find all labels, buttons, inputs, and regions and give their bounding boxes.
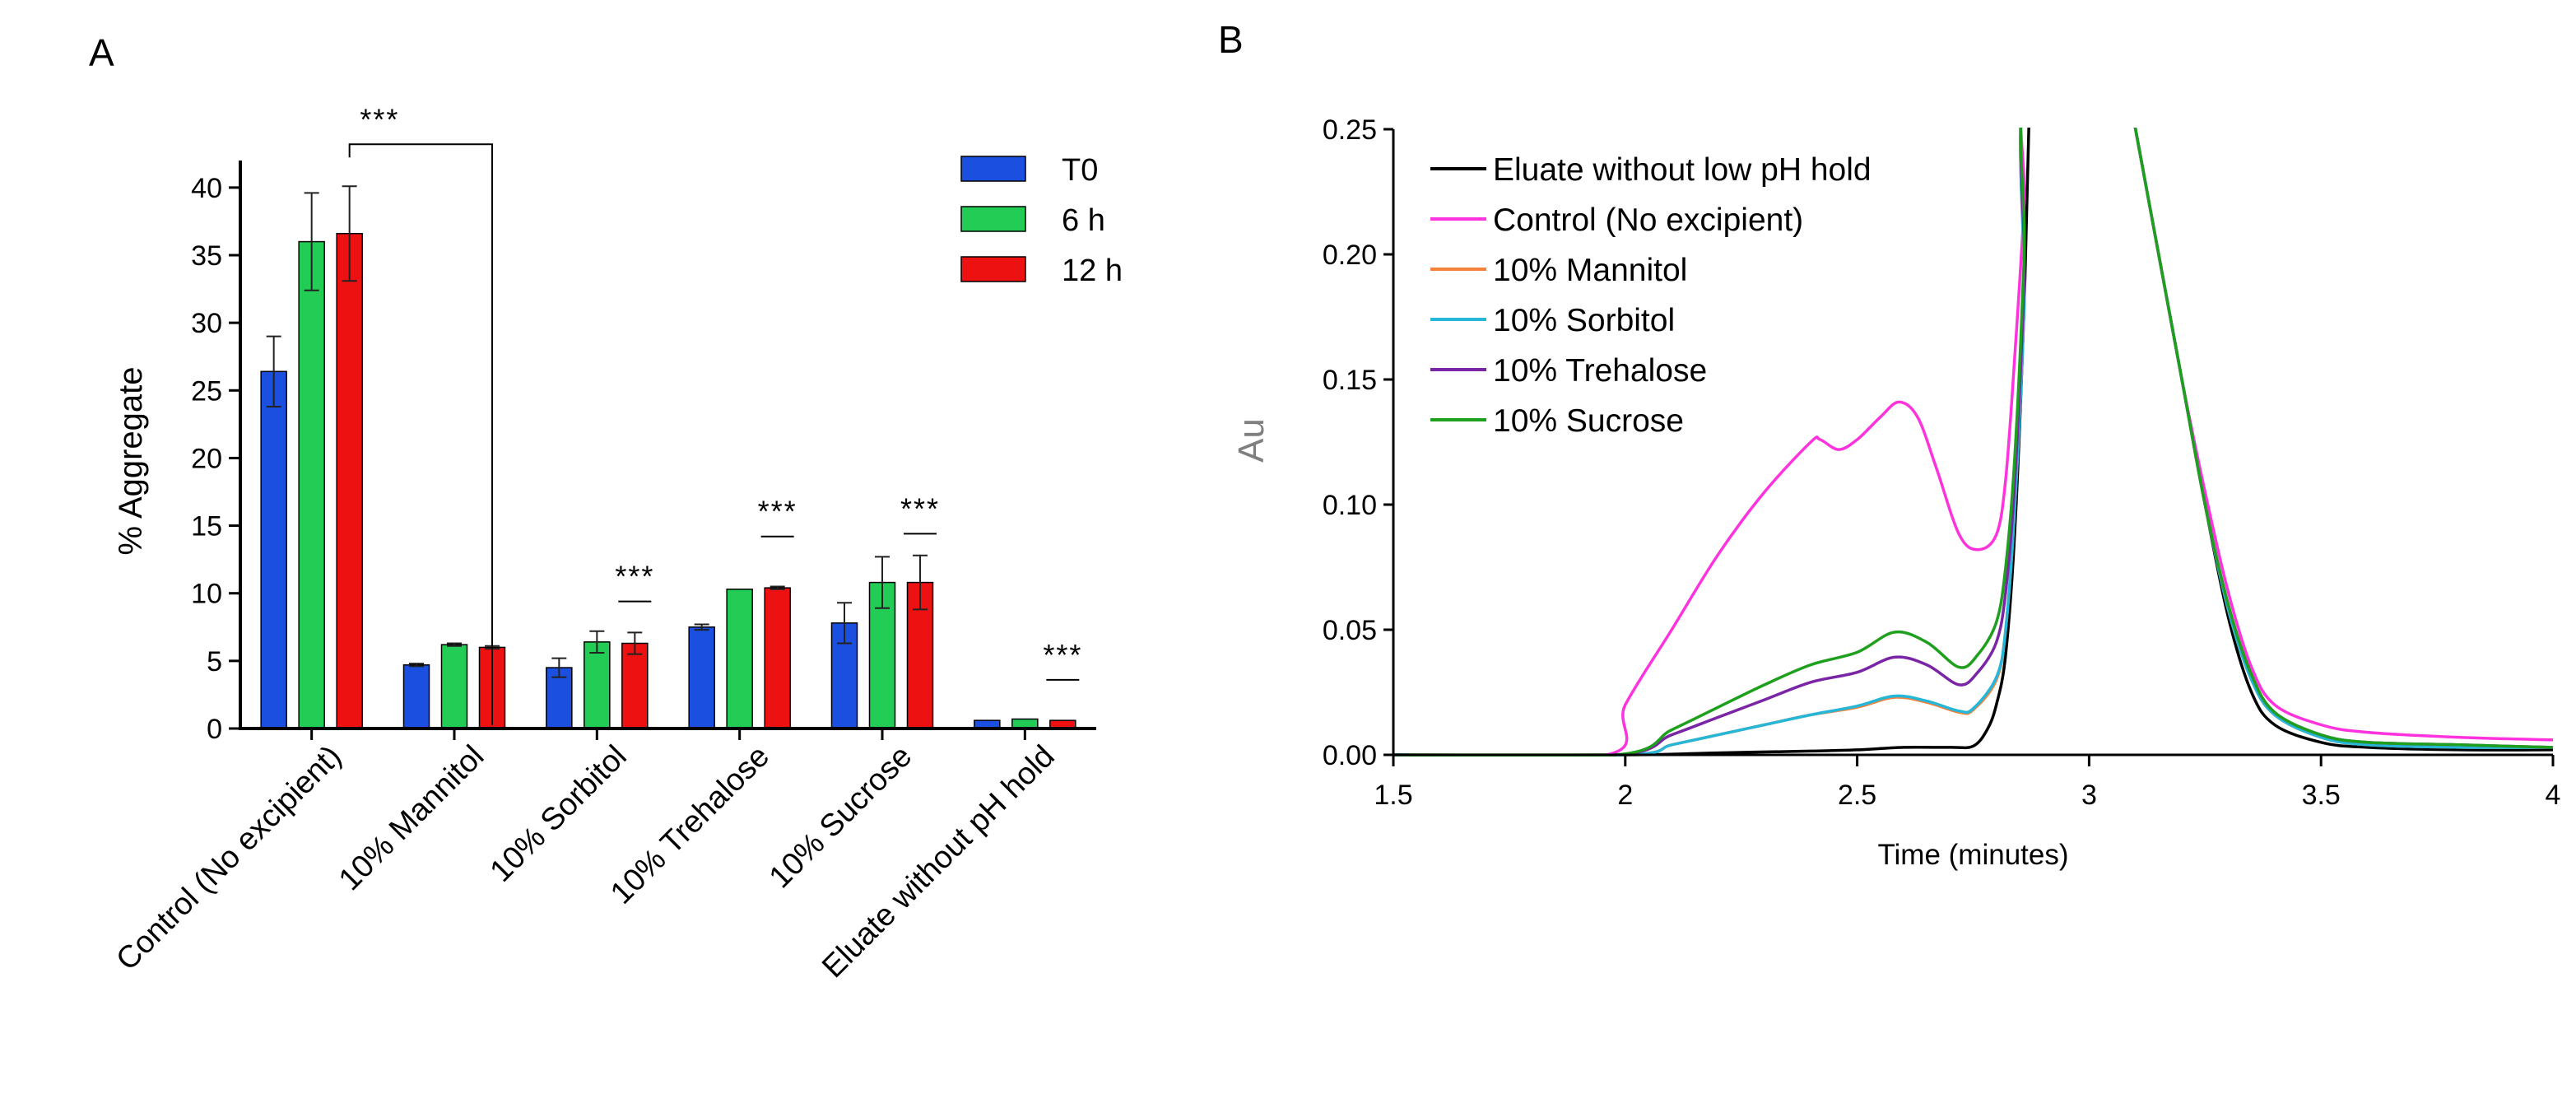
legend-swatch [960,256,1026,282]
panel-a-label: A [89,31,114,74]
y-tick-label: 40 [191,173,222,204]
y-tick-label: 15 [191,511,222,542]
y-tick-label: 0.05 [1323,615,1377,646]
significance-stars: *** [758,495,797,528]
bar [298,240,325,729]
bar [584,641,611,729]
y-tick-label: 0.25 [1323,114,1377,146]
bar [868,581,896,729]
series-line [1393,128,2554,757]
line-legend: Eluate without low pH hold Control (No ex… [1430,152,1872,439]
legend-label: T0 [1062,153,1098,188]
bar [402,664,430,729]
x-tick-label: 1.5 [1374,780,1412,811]
y-tick-label: 0.20 [1323,240,1377,271]
y-tick-label: 0.15 [1323,365,1377,396]
legend-label: Control (No excipient) [1493,203,1803,238]
y-tick-label: 0.00 [1323,740,1377,771]
bar [688,626,715,729]
category-label: 10% Mannitol [332,739,491,898]
x-tick-label: 3 [2081,780,2097,811]
category-label: Eluate without pH hold [816,739,1062,985]
x-tick-label: 3.5 [2302,780,2341,811]
legend-label: 6 h [1062,203,1105,238]
category-label: Control (No excipient) [109,739,348,978]
category-label: 10% Sorbitol [484,739,634,889]
y-tick-label: 30 [191,308,222,339]
legend-label: Eluate without low pH hold [1493,152,1872,188]
x-tick-label: 4 [2546,780,2561,811]
significance-bracket [348,143,493,725]
y-tick-label: 0 [207,714,222,745]
legend-label: 12 h [1062,254,1123,288]
legend-label: 10% Sucrose [1493,403,1684,439]
legend-label: 10% Trehalose [1493,353,1707,389]
y-tick-label: 5 [207,646,222,677]
legend-label: 10% Sorbitol [1493,303,1675,338]
x-axis-label-time: Time (minutes) [1877,839,2068,871]
y-axis-label-au: Au [1231,418,1272,463]
bar [621,642,649,729]
significance-stars: *** [1043,638,1082,672]
x-tick-label: 2 [1617,780,1633,811]
bar [726,589,753,729]
bar [260,370,287,729]
legend-swatch [960,206,1026,232]
legend-swatch [960,156,1026,182]
line-chart-chromatogram: 0.00 0.05 0.10 0.15 0.20 0.25 1.5 2 2.5 3 3.5 4 Tim… [1231,114,2561,871]
y-tick-label: 20 [191,443,222,474]
y-tick-label: 0.10 [1323,490,1377,521]
bar [336,232,363,729]
series-line [1393,128,2554,757]
y-axis-label-aggregate: % Aggregate [113,366,149,555]
x-tick-label: 2.5 [1838,780,1876,811]
bar [764,587,791,729]
panel-b-label: B [1218,18,1244,61]
significance-stars: *** [360,102,399,136]
category-label: 10% Sucrose [763,739,919,896]
legend-label: 10% Mannitol [1493,253,1687,288]
series-line [1393,128,2554,757]
y-tick-label: 10 [191,579,222,610]
y-tick-label: 35 [191,240,222,272]
y-tick-label: 25 [191,375,222,407]
bar [440,644,468,729]
significance-stars: *** [900,491,940,525]
bar-legend: T0 6 h 12 h [960,153,1123,288]
significance-stars: *** [615,560,654,594]
